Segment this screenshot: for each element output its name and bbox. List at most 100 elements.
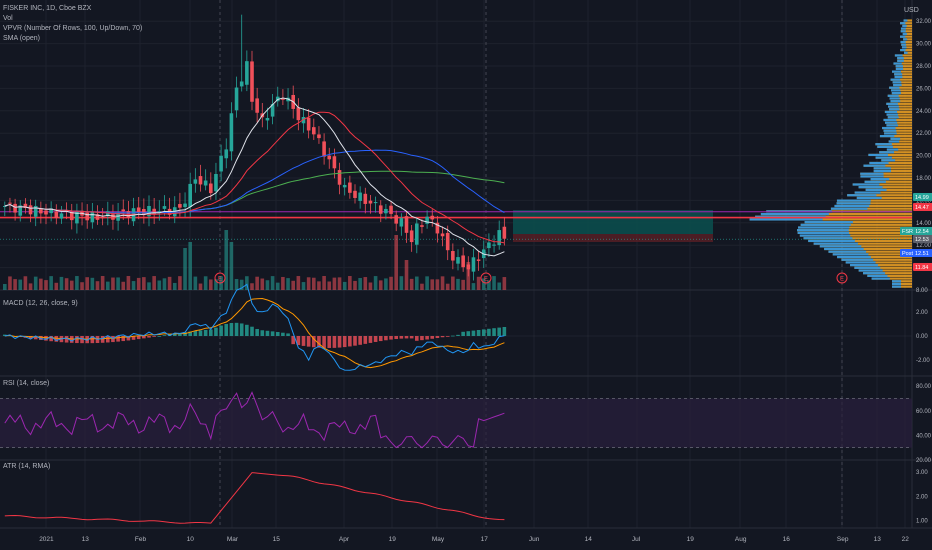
candle-42 [219,155,223,172]
rsi-legend[interactable]: RSI (14, close) [3,380,50,387]
volume-bar-62 [322,276,326,290]
volume-bar-19 [100,276,105,290]
volume-bar-44 [229,242,234,290]
vp-bar-99 [903,19,912,22]
volume-bars [3,230,507,290]
candle-95 [492,244,496,246]
volume-bar-17 [90,277,95,290]
macd-hist-22 [116,336,120,342]
vp-bar-up-73 [891,89,901,92]
volume-bar-96 [497,282,501,290]
macd-tick-0: 2.00 [916,310,928,316]
vp-bar-36 [865,188,912,191]
candle-68 [353,190,357,198]
candle-69 [358,192,362,201]
price-tick-10: 12.00 [916,243,932,249]
vp-bar-12 [832,253,912,256]
vp-bar-76 [892,81,912,84]
rsi-line [4,391,505,449]
volume-bar-68 [353,280,357,290]
vp-bar-79 [894,73,912,76]
candle-45 [234,87,239,111]
candle-84 [435,222,440,234]
vp-bar-87 [903,51,912,54]
time-tick-7: 19 [389,536,397,543]
volume-bar-53 [275,282,280,290]
vp-bar-27 [760,212,912,216]
vp-bar-69 [890,100,912,103]
vp-bar-78 [894,75,912,79]
macd-hist-39 [203,329,208,336]
vp-bar-up-72 [891,92,901,95]
candle-96 [497,230,501,246]
volume-bar-97 [502,277,507,290]
price-tick-6: 20.00 [916,154,932,160]
candle-92 [476,259,481,261]
candle-58 [301,116,306,124]
time-tick-15: 16 [783,536,791,543]
vp-bar-up-15 [819,245,862,248]
time-tick-12: Jul [632,536,641,543]
macd-hist-89 [461,331,465,336]
price-tick-8: 16.00 [916,198,932,204]
vpvr-legend[interactable]: VPVR (Number Of Rows, 100, Up/Down, 70) [3,25,143,32]
macd-hist-50 [260,330,265,336]
vp-bar-94 [902,32,912,36]
candle-89 [461,255,465,268]
volume-bar-9 [49,276,53,290]
volume-bar-59 [306,277,311,290]
volume-bar-3 [18,279,23,290]
macd-hist-47 [245,324,249,336]
candle-70 [363,193,368,204]
vp-bar-up-39 [864,180,886,183]
volume-bar-7 [39,278,43,290]
candle-17 [90,211,95,223]
macd-hist-20 [106,336,110,343]
vp-bar-25 [749,218,912,221]
vp-bar-up-61 [884,121,898,124]
macd-legend[interactable]: MACD (12, 26, close, 9) [3,300,78,307]
volume-bar-69 [358,278,362,290]
vp-bar-56 [879,135,912,138]
macd-hist-70 [363,336,368,344]
rsi-tick-3: 20.00 [916,458,932,464]
candle-29 [152,208,156,215]
candle-64 [332,156,337,169]
atr-legend[interactable]: ATR (14, RMA) [3,463,51,470]
vp-bar-up-34 [847,194,877,197]
candle-65 [337,170,342,185]
sma-legend[interactable]: SMA (open) [3,35,40,42]
volume-bar-93 [481,278,486,290]
vp-bar-up-71 [887,94,899,97]
vp-bar-73 [891,89,912,92]
volume-bar-61 [317,281,321,290]
candle-86 [445,232,450,251]
vp-bar-up-3 [871,277,890,280]
candle-46 [239,81,244,87]
vol-legend[interactable]: Vol [3,15,13,22]
vp-bar-up-45 [863,164,886,167]
candle-21 [111,214,115,220]
candle-43 [224,149,229,159]
vp-bar-up-90 [901,43,907,46]
vp-bar-62 [883,118,912,122]
vp-bar-90 [901,43,912,46]
volume-bar-38 [198,283,203,290]
candle-10 [54,211,59,219]
volume-bar-0 [3,284,7,290]
vp-bar-up-14 [824,247,864,251]
volume-bar-82 [425,276,429,290]
earnings-marker-text-2: E [840,277,844,283]
volume-bar-12 [64,278,69,290]
symbol-title[interactable]: FISKER INC, 1D, Cboe BZX [3,5,92,12]
vp-bar-up-57 [884,132,897,135]
vp-bar-22 [798,226,912,229]
vp-bar-48 [875,156,912,159]
vp-bar-82 [895,65,912,68]
vp-bar-64 [886,113,912,116]
price-tag-text-6: 12.51 [915,251,929,257]
vp-bar-up-56 [879,135,895,138]
candle-73 [378,205,383,214]
